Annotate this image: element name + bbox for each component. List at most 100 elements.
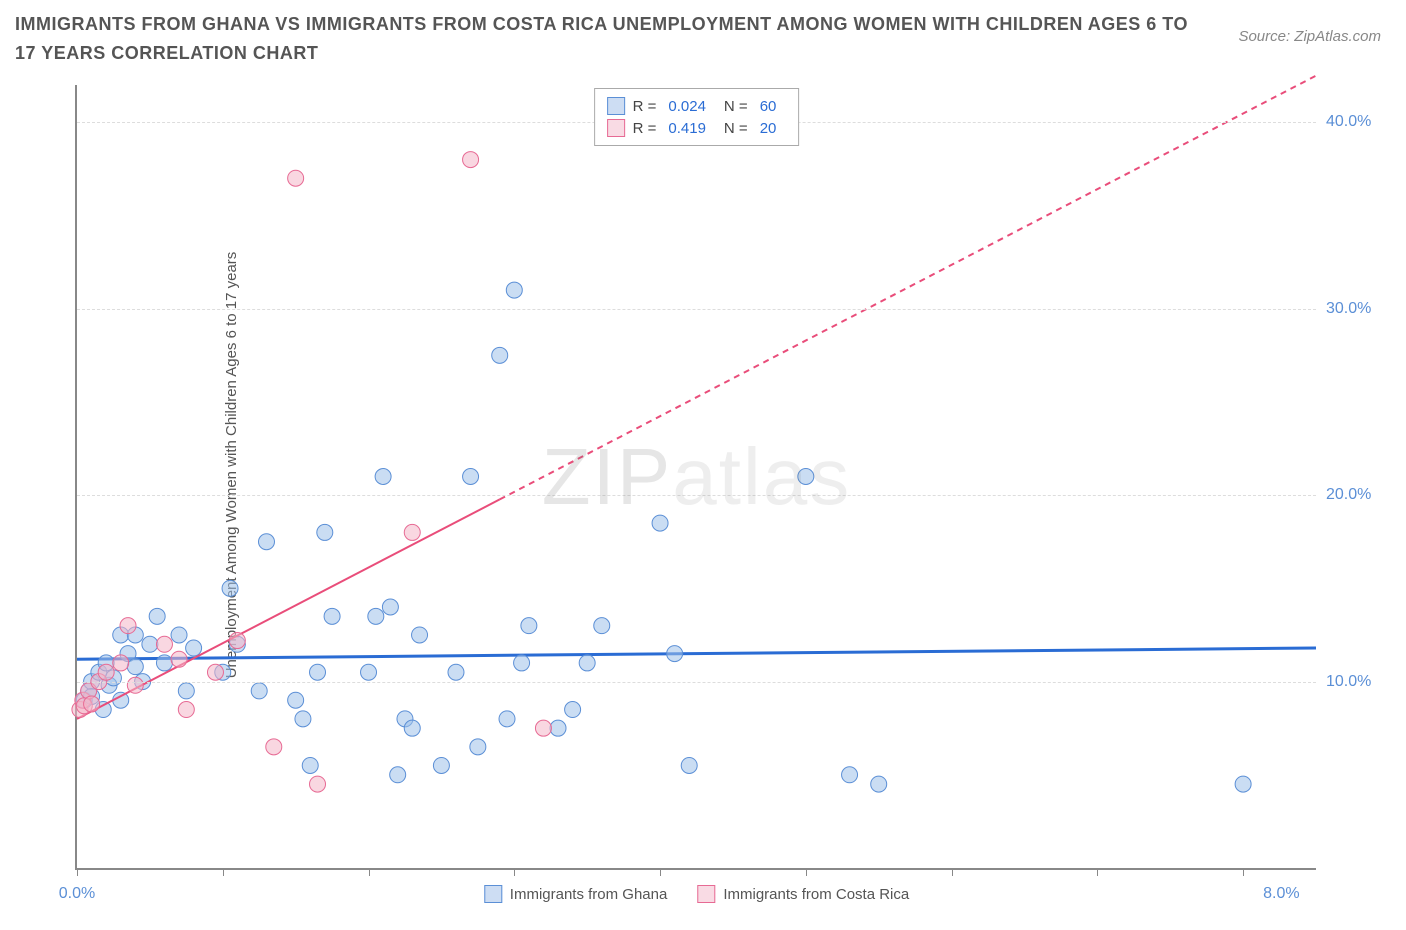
source-attribution: Source: ZipAtlas.com xyxy=(1238,28,1381,45)
data-point xyxy=(470,739,486,755)
data-point xyxy=(142,636,158,652)
data-point xyxy=(186,640,202,656)
x-tick xyxy=(369,868,370,876)
data-point xyxy=(514,655,530,671)
data-point xyxy=(113,655,129,671)
data-point xyxy=(565,702,581,718)
chart-plot-area: ZIPatlas R = 0.024 N = 60 R = 0.419 N = … xyxy=(75,85,1316,870)
data-point xyxy=(1235,776,1251,792)
data-point xyxy=(178,702,194,718)
r-label: R = xyxy=(633,98,657,115)
data-point xyxy=(317,524,333,540)
data-point xyxy=(361,664,377,680)
swatch-costarica xyxy=(697,885,715,903)
r-value-ghana: 0.024 xyxy=(668,98,706,115)
data-point xyxy=(594,618,610,634)
x-tick xyxy=(223,868,224,876)
data-point xyxy=(550,720,566,736)
y-tick-label: 10.0% xyxy=(1326,673,1391,691)
data-point xyxy=(368,608,384,624)
data-point xyxy=(375,469,391,485)
data-point xyxy=(667,646,683,662)
x-tick xyxy=(77,868,78,876)
gridline xyxy=(77,495,1316,496)
data-point xyxy=(229,633,245,649)
data-point xyxy=(681,757,697,773)
legend-row-ghana: R = 0.024 N = 60 xyxy=(607,95,787,117)
n-value-ghana: 60 xyxy=(760,98,777,115)
data-point xyxy=(288,170,304,186)
r-value-costarica: 0.419 xyxy=(668,120,706,137)
x-tick-label: 0.0% xyxy=(59,885,95,903)
y-tick-label: 40.0% xyxy=(1326,113,1391,131)
x-tick xyxy=(514,868,515,876)
data-point xyxy=(178,683,194,699)
legend-label-costarica: Immigrants from Costa Rica xyxy=(723,886,909,903)
data-point xyxy=(310,776,326,792)
trend-line xyxy=(77,648,1316,659)
data-point xyxy=(463,152,479,168)
data-point xyxy=(222,580,238,596)
data-point xyxy=(404,720,420,736)
gridline xyxy=(77,309,1316,310)
data-point xyxy=(288,692,304,708)
legend-item-costarica: Immigrants from Costa Rica xyxy=(697,885,909,903)
scatter-svg xyxy=(77,85,1316,868)
data-point xyxy=(251,683,267,699)
data-point xyxy=(156,636,172,652)
x-tick xyxy=(1243,868,1244,876)
x-tick xyxy=(806,868,807,876)
data-point xyxy=(404,524,420,540)
r-label: R = xyxy=(633,120,657,137)
swatch-ghana xyxy=(484,885,502,903)
data-point xyxy=(463,469,479,485)
legend-label-ghana: Immigrants from Ghana xyxy=(510,886,668,903)
legend-row-costarica: R = 0.419 N = 20 xyxy=(607,117,787,139)
data-point xyxy=(798,469,814,485)
x-tick xyxy=(1097,868,1098,876)
data-point xyxy=(310,664,326,680)
data-point xyxy=(302,757,318,773)
data-point xyxy=(390,767,406,783)
y-tick-label: 30.0% xyxy=(1326,300,1391,318)
data-point xyxy=(871,776,887,792)
x-tick xyxy=(660,868,661,876)
data-point xyxy=(521,618,537,634)
swatch-ghana xyxy=(607,97,625,115)
x-tick-label: 8.0% xyxy=(1263,885,1299,903)
data-point xyxy=(171,627,187,643)
data-point xyxy=(84,696,100,712)
data-point xyxy=(207,664,223,680)
n-value-costarica: 20 xyxy=(760,120,777,137)
correlation-legend: R = 0.024 N = 60 R = 0.419 N = 20 xyxy=(594,88,800,146)
data-point xyxy=(127,677,143,693)
swatch-costarica xyxy=(607,119,625,137)
data-point xyxy=(433,757,449,773)
data-point xyxy=(499,711,515,727)
n-label: N = xyxy=(724,120,748,137)
data-point xyxy=(98,664,114,680)
chart-title: IMMIGRANTS FROM GHANA VS IMMIGRANTS FROM… xyxy=(15,10,1206,68)
data-point xyxy=(127,659,143,675)
data-point xyxy=(113,692,129,708)
data-point xyxy=(120,618,136,634)
data-point xyxy=(258,534,274,550)
data-point xyxy=(506,282,522,298)
data-point xyxy=(412,627,428,643)
x-tick xyxy=(952,868,953,876)
data-point xyxy=(382,599,398,615)
legend-item-ghana: Immigrants from Ghana xyxy=(484,885,668,903)
data-point xyxy=(535,720,551,736)
data-point xyxy=(171,651,187,667)
data-point xyxy=(652,515,668,531)
n-label: N = xyxy=(724,98,748,115)
data-point xyxy=(156,655,172,671)
y-tick-label: 20.0% xyxy=(1326,486,1391,504)
data-point xyxy=(579,655,595,671)
data-point xyxy=(448,664,464,680)
data-point xyxy=(492,347,508,363)
data-point xyxy=(295,711,311,727)
data-point xyxy=(266,739,282,755)
data-point xyxy=(149,608,165,624)
series-legend: Immigrants from Ghana Immigrants from Co… xyxy=(484,885,909,903)
